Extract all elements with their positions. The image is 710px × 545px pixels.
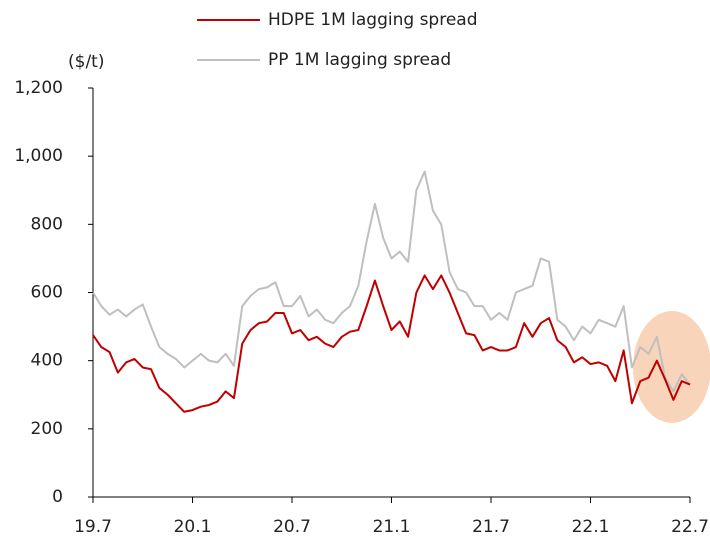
x-tick-label: 22.7	[671, 517, 709, 537]
y-tick-label: 400	[31, 351, 63, 371]
line-series	[92, 170, 691, 393]
x-tick-label: 20.7	[273, 517, 311, 537]
x-tick-label: 21.1	[373, 517, 411, 537]
y-tick-label: 1,000	[14, 146, 63, 166]
y-tick-label: 600	[31, 283, 63, 303]
x-tick-label: 21.7	[472, 517, 510, 537]
y-axis-unit: ($/t)	[68, 52, 104, 72]
y-tick-label: 200	[31, 419, 63, 439]
x-tick-label: 22.1	[572, 517, 610, 537]
line-series	[92, 274, 691, 413]
legend-label: PP 1M lagging spread	[268, 50, 451, 70]
x-tick-label: 20.1	[174, 517, 212, 537]
highlight-circle	[633, 311, 710, 423]
x-tick-label: 19.7	[74, 517, 112, 537]
y-tick-label: 1,200	[14, 78, 63, 98]
y-tick-label: 0	[52, 487, 63, 507]
legend-label: HDPE 1M lagging spread	[268, 10, 478, 30]
y-tick-label: 800	[31, 214, 63, 234]
